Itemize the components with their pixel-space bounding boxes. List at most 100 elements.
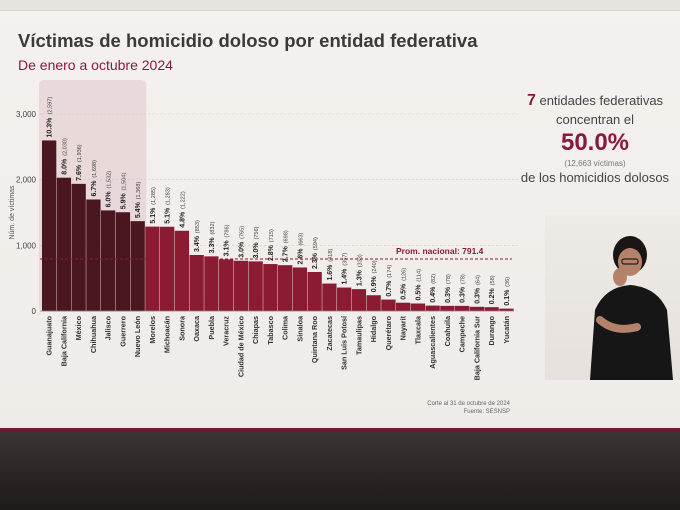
category-2: México <box>74 315 83 340</box>
bar-pct-label-30: 0.2% <box>489 287 496 304</box>
category-label-1: Baja California <box>59 315 68 366</box>
category-5: Guerrero <box>118 315 127 346</box>
bar-pct-label-8: 5.1% <box>165 207 172 224</box>
bar-count-label-24: (126) <box>402 268 408 281</box>
category-16: Colima <box>281 315 290 340</box>
category-label-23: Querétaro <box>384 315 393 350</box>
bar-label-18: 2.3% (594) <box>312 237 319 269</box>
bar-count-label-21: (333) <box>357 254 363 267</box>
bar-label-14: 3.0% (756) <box>253 226 260 258</box>
bar-26 <box>425 305 440 311</box>
bar-29 <box>469 306 485 311</box>
category-label-16: Colima <box>281 315 290 340</box>
category-19: Zacatecas <box>325 316 334 351</box>
bar-count-label-5: (1,504) <box>121 173 127 191</box>
category-label-10: Oaxaca <box>192 315 201 342</box>
bar-pct-label-29: 0.3% <box>474 287 481 304</box>
bar-count-label-29: (64) <box>475 275 481 285</box>
callout-line3: de los homicidios dolosos <box>520 170 670 185</box>
bar-pct-label-13: 3.0% <box>238 241 245 258</box>
bar-label-19: 1.6% (418) <box>327 249 334 281</box>
bar-label-15: 2.8% (715) <box>268 229 275 261</box>
bar-pct-label-24: 0.5% <box>401 283 408 300</box>
bar-22 <box>366 295 381 311</box>
bar-count-label-6: (1,368) <box>136 182 142 200</box>
bar-21 <box>351 289 367 311</box>
category-9: Sonora <box>177 315 186 341</box>
bar-pct-label-19: 1.6% <box>327 264 334 281</box>
bar-pct-label-28: 0.3% <box>460 286 467 303</box>
bar-label-3: 6.7% (1,698) <box>91 160 98 197</box>
category-label-17: Sinaloa <box>295 315 304 342</box>
bar-label-5: 5.9% (1,504) <box>120 173 127 210</box>
bar-pct-label-31: 0.1% <box>504 289 511 306</box>
category-22: Hidalgo <box>369 315 378 342</box>
callout-victims: (12,663 víctimas) <box>564 159 626 168</box>
bar-label-17: 2.6% (663) <box>297 232 304 264</box>
category-label-9: Sonora <box>177 315 186 341</box>
bar-label-2: 7.6% (1,936) <box>76 144 83 181</box>
y-tick-3: 3,000 <box>16 110 37 119</box>
category-label-4: Jalisco <box>104 315 113 340</box>
category-23: Querétaro <box>384 315 393 350</box>
category-15: Tabasco <box>266 315 275 344</box>
bar-pct-label-18: 2.3% <box>312 252 319 269</box>
category-28: Campeche <box>458 316 467 352</box>
top-strip <box>0 0 680 11</box>
y-axis: 0 1,000 2,000 3,000 <box>16 110 37 316</box>
bar-4 <box>101 210 116 311</box>
bar-14 <box>248 261 263 311</box>
bar-pct-label-14: 3.0% <box>253 242 260 259</box>
bar-pct-label-10: 3.4% <box>194 235 201 252</box>
bar-31 <box>499 308 514 311</box>
source-cutoff: Corte al 31 de octubre de 2024 <box>427 401 510 407</box>
category-label-26: Aguascalientes <box>428 316 437 369</box>
bar-label-23: 0.7% (174) <box>386 265 393 297</box>
bar-15 <box>263 264 278 311</box>
category-25: Tlaxcala <box>413 315 422 344</box>
bar-pct-label-9: 4.8% <box>179 211 186 228</box>
bar-pct-label-0: 10.3% <box>47 117 54 138</box>
bar-label-29: 0.3% (64) <box>474 275 481 304</box>
bar-count-label-16: (698) <box>284 230 290 243</box>
bar-count-label-23: (174) <box>387 265 393 278</box>
bar-1 <box>56 177 72 311</box>
category-7: Morelos <box>148 316 157 344</box>
bar-chart: 0 1,000 2,000 3,000 Núm. de víctimas 10.3% (… <box>9 80 520 381</box>
bar-11 <box>204 256 219 311</box>
bar-count-label-8: (1,283) <box>166 187 172 205</box>
category-21: Tamaulipas <box>354 316 363 355</box>
bar-label-24: 0.5% (126) <box>401 268 408 300</box>
bar-labels: 10.3% (2,597) 8.0% (2,030) 7.6% (1,936) 6.7% (1… <box>47 97 511 306</box>
bar-label-6: 5.4%(1,368) <box>135 182 142 219</box>
bar-label-22: 0.9% (240) <box>371 260 378 292</box>
category-label-18: Quintana Roo <box>310 315 319 363</box>
bar-18 <box>307 271 322 311</box>
category-29: Baja California Sur <box>472 316 481 381</box>
bar-count-label-15: (715) <box>269 229 275 242</box>
category-label-6: Nuevo León <box>133 316 142 357</box>
bar-20 <box>337 287 352 311</box>
category-8: Michoacán <box>163 316 172 353</box>
category-14: Chiapas <box>251 316 260 344</box>
bar-pct-label-1: 8.0% <box>61 158 68 175</box>
category-18: Quintana Roo <box>310 315 319 363</box>
bar-pct-label-17: 2.6% <box>297 248 304 265</box>
bar-7 <box>145 226 160 311</box>
category-label-25: Tlaxcala <box>413 315 422 344</box>
bar-label-28: 0.3% (78) <box>460 274 467 303</box>
category-label-22: Hidalgo <box>369 315 378 342</box>
category-17: Sinaloa <box>295 315 304 342</box>
bar-label-4: 6.0% (1,532) <box>106 171 113 208</box>
category-label-31: Yucatán <box>502 316 511 344</box>
bar-23 <box>381 299 396 311</box>
bar-count-label-19: (418) <box>328 249 334 262</box>
bar-label-20: 1.4%(357) <box>342 253 349 285</box>
bar-24 <box>396 302 411 311</box>
bar-pct-label-22: 0.9% <box>371 276 378 293</box>
bar-label-8: 5.1% (1,283) <box>165 187 172 224</box>
bar-27 <box>440 305 455 311</box>
bar-label-7: 5.1% (1,285) <box>150 187 157 224</box>
bar-count-label-14: (756) <box>254 226 260 239</box>
bar-label-31: 0.1% (36) <box>504 277 511 306</box>
